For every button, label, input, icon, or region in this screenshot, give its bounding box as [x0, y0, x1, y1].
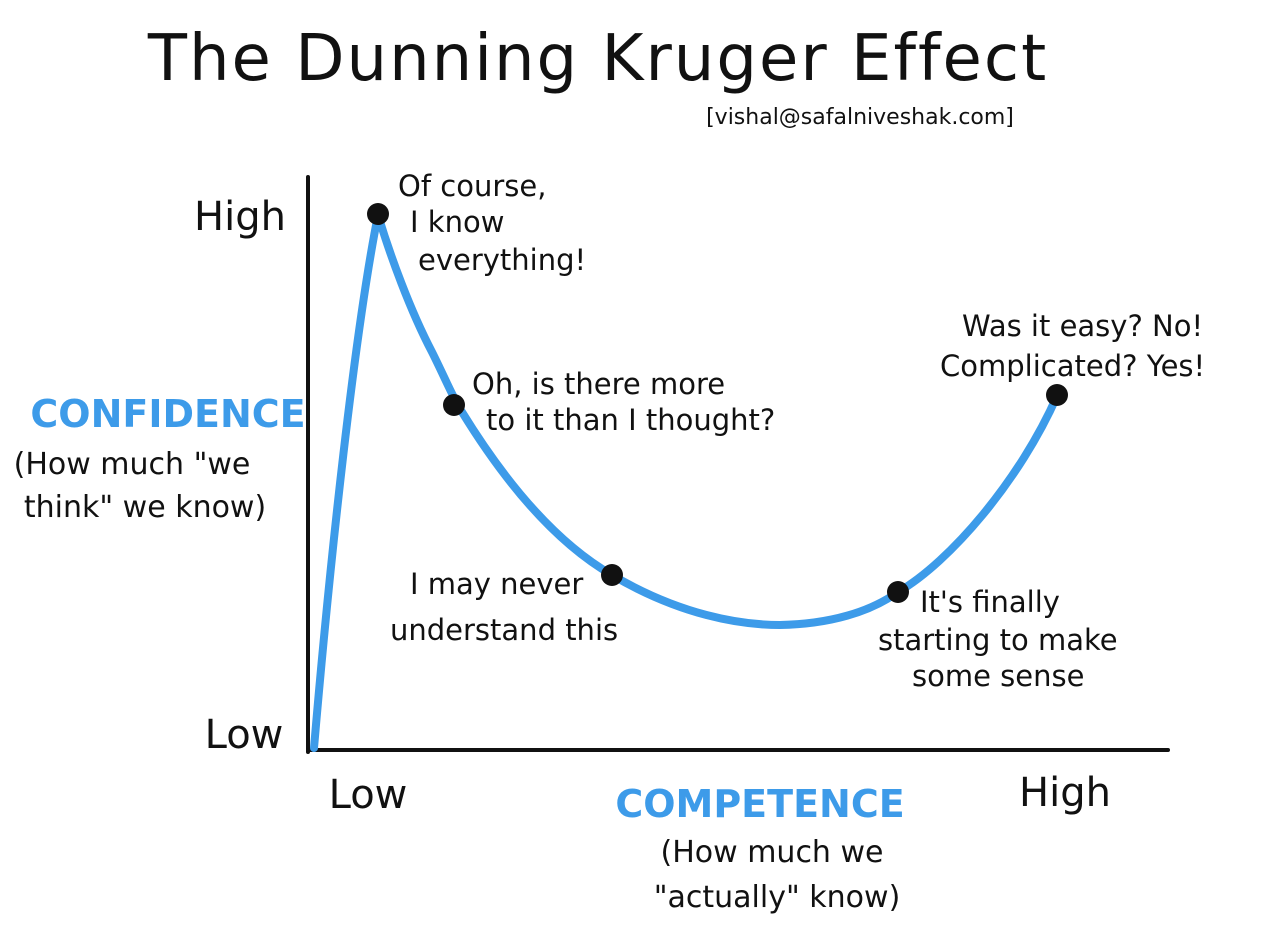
- annotation-mastery-line-2: Complicated? Yes!: [940, 349, 1205, 383]
- annotation-peak-line-3: everything!: [418, 243, 586, 277]
- x-axis-title: COMPETENCE: [615, 782, 904, 826]
- annotation-doubt-line-1: Oh, is there more: [472, 367, 725, 401]
- annotation-recovery-line-2: starting to make: [878, 623, 1118, 657]
- curve-point-peak: [367, 203, 389, 225]
- curve-point-valley: [601, 564, 623, 586]
- credit-text: [vishal@safalniveshak.com]: [706, 105, 1014, 130]
- x-axis-subtitle-line-1: (How much we: [661, 835, 884, 870]
- y-axis-subtitle-line-1: (How much "we: [14, 447, 251, 482]
- curve-point-doubt: [443, 394, 465, 416]
- x-axis-high-label: High: [1019, 770, 1111, 816]
- annotation-peak-line-1: Of course,: [398, 169, 546, 203]
- annotation-doubt-line-2: to it than I thought?: [486, 403, 775, 437]
- y-axis-high-label: High: [194, 194, 286, 240]
- y-axis-low-label: Low: [205, 712, 284, 758]
- annotation-mastery-line-1: Was it easy? No!: [962, 309, 1203, 343]
- y-axis-subtitle-line-2: think" we know): [24, 490, 266, 525]
- annotation-recovery-line-1: It's finally: [920, 585, 1060, 619]
- curve-point-recovery: [887, 581, 909, 603]
- y-axis-title: CONFIDENCE: [30, 392, 305, 436]
- annotation-valley-line-2: understand this: [390, 613, 618, 647]
- annotation-recovery-line-3: some sense: [912, 659, 1084, 693]
- x-axis-low-label: Low: [329, 772, 408, 818]
- annotation-peak-line-2: I know: [410, 205, 504, 239]
- x-axis-subtitle-line-2: "actually" know): [654, 880, 901, 915]
- curve-point-mastery: [1046, 384, 1068, 406]
- annotation-valley-line-1: I may never: [410, 567, 583, 601]
- diagram-title: The Dunning Kruger Effect: [147, 22, 1048, 96]
